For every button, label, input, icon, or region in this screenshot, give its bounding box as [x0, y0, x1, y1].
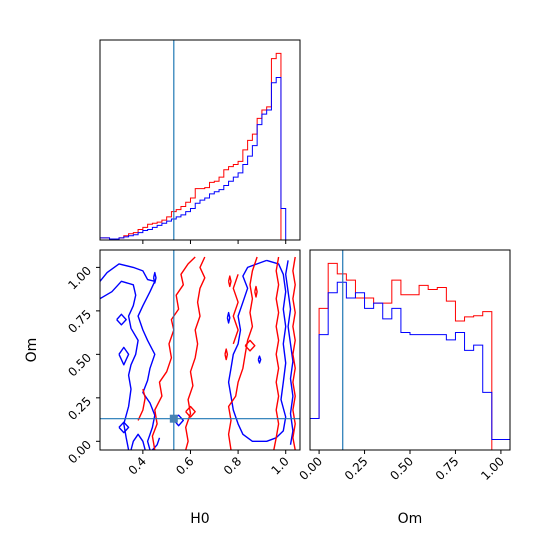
y-axis-label-om: Om	[24, 338, 40, 363]
h0-om-joint-panel: 0.4 0.6 0.8 1.0 0.00 0.25 0.50 0.75 1.00	[65, 249, 301, 478]
axes-frame	[309, 249, 511, 451]
contour-line-blue	[285, 260, 294, 445]
x-tick-label: 0.4	[126, 454, 149, 477]
y-tick-label: 0.75	[65, 307, 94, 336]
histogram-series-red	[99, 52, 300, 241]
histogram-series-blue	[309, 281, 511, 450]
contour-line-red	[292, 256, 296, 450]
contour-line-red	[151, 256, 196, 450]
contour-line-blue	[227, 259, 287, 442]
contour-line-blue	[152, 271, 157, 284]
contour-line-red	[227, 256, 258, 450]
contour-line-blue	[118, 346, 130, 366]
x-tick-label: 0.00	[296, 454, 325, 483]
x-tick-label: 1.0	[268, 454, 291, 477]
contour-line-red	[273, 256, 280, 450]
x-tick-label: 0.75	[433, 454, 462, 483]
contour-line-red	[244, 339, 256, 352]
contour-line-red	[185, 405, 196, 418]
contour-line-blue	[130, 433, 146, 450]
contour-line-blue	[118, 421, 130, 434]
y-tick-label: 0.50	[65, 351, 94, 380]
contour-line-blue	[257, 355, 262, 364]
truth-marker	[169, 414, 178, 423]
contour-line-red	[232, 274, 239, 345]
x-tick-label: 1.00	[478, 454, 507, 483]
contour-line-red	[137, 388, 146, 421]
y-tick-label: 0.25	[65, 394, 94, 423]
contour-group	[100, 256, 296, 450]
y-tick-label: 1.00	[65, 264, 94, 293]
h0-marginal-panel	[99, 39, 301, 244]
x-tick-label: 0.50	[387, 454, 416, 483]
om-marginal-panel: 0.00 0.25 0.50 0.75 1.00	[296, 249, 511, 483]
x-tick-label: 0.25	[342, 454, 371, 483]
x-tick-label: 0.6	[173, 454, 196, 477]
contour-line-red	[224, 348, 229, 361]
x-axis-label-h0: H0	[190, 511, 209, 527]
histogram-series-red	[309, 262, 510, 451]
x-axis-label-om: Om	[398, 511, 423, 527]
y-tick-label: 0.00	[65, 438, 94, 467]
contour-line-red	[184, 256, 206, 450]
histogram-series-blue	[99, 76, 300, 241]
contour-line-red	[227, 275, 232, 288]
contour-line-blue	[226, 311, 231, 324]
contour-line-blue	[116, 313, 127, 326]
contour-line-red	[254, 285, 258, 298]
x-tick-label: 0.8	[221, 454, 244, 477]
axes-frame	[99, 39, 301, 241]
axes-frame	[99, 249, 301, 451]
contour-line-blue	[100, 280, 139, 450]
contour-line-blue	[100, 263, 156, 450]
